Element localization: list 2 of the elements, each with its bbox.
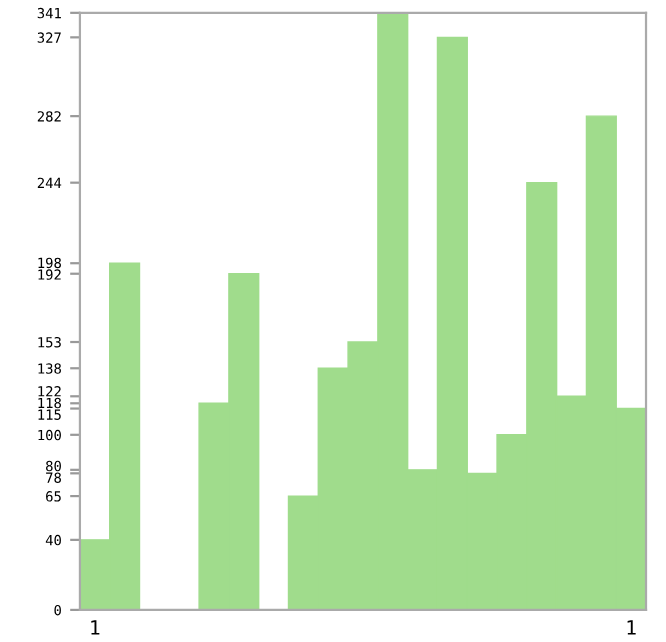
x-tick-label: 1 xyxy=(91,620,100,635)
x-tick-label: 1 xyxy=(627,620,636,635)
